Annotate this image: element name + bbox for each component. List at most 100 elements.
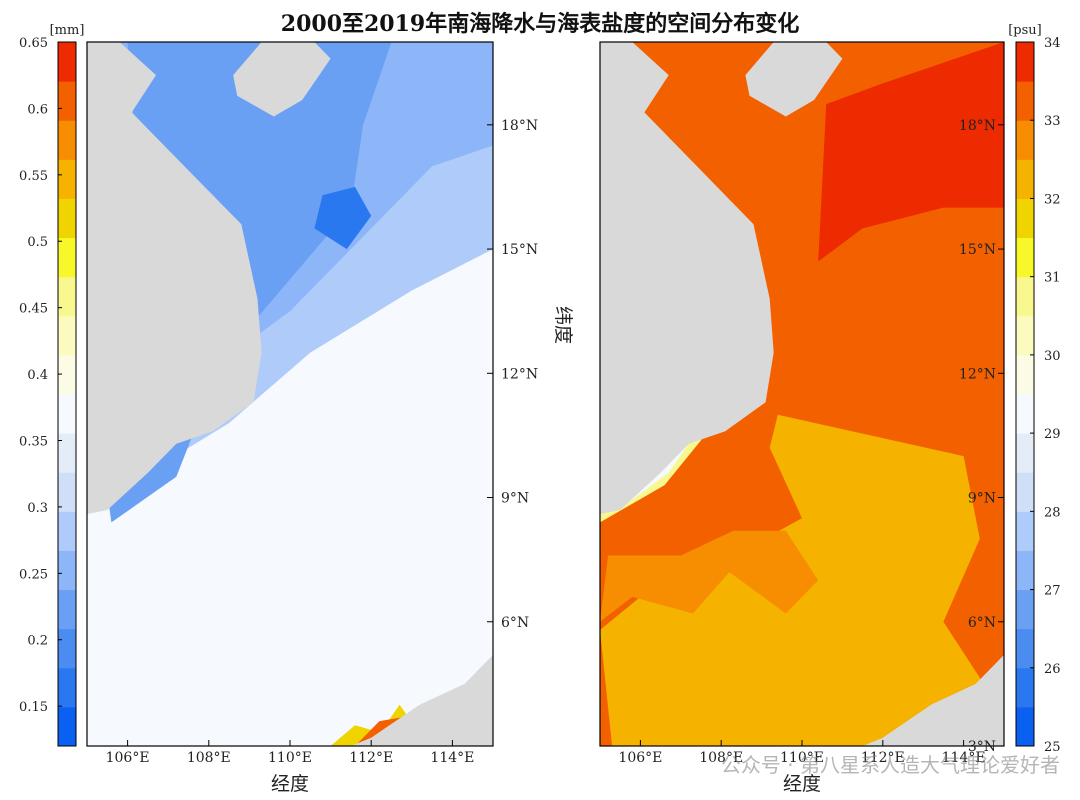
colorbar-segment — [58, 511, 76, 551]
colorbar-segment — [58, 589, 76, 630]
colorbar-segment — [58, 315, 76, 356]
land-borneo — [862, 654, 1004, 746]
colorbar-tick-label: 33 — [1044, 114, 1061, 129]
colorbar-segment — [58, 237, 76, 278]
colorbar-segment — [1016, 706, 1034, 747]
colorbar-segment — [1016, 120, 1034, 160]
colorbar-segment — [1016, 315, 1034, 356]
y-tick-label: 12°N — [501, 366, 538, 382]
watermark-text: 公众号 · 第八星系人造大气理论爱好者 — [720, 753, 1060, 777]
y-tick-label: 18°N — [501, 118, 538, 134]
salinity-map — [600, 42, 1004, 746]
x-tick-label: 110°E — [268, 750, 312, 766]
y-tick-label: 18°N — [959, 118, 996, 134]
precipitation-map — [87, 42, 493, 746]
x-tick-label: 112°E — [861, 750, 905, 766]
salinity-colorbar: 34 33 32 31 30 29 28 27 26 25 [psu] — [1008, 23, 1060, 755]
colorbar-segment — [1016, 276, 1034, 317]
colorbar-segment — [58, 354, 76, 395]
colorbar-tick-label: 26 — [1044, 662, 1061, 677]
precip-colorbar: 0.65 0.6 0.55 0.5 0.45 0.4 0.35 0.3 0.25 0.2 0.15 [… — [19, 23, 84, 747]
land-hainan — [233, 42, 331, 117]
colorbar-segment — [58, 276, 76, 317]
colorbar-segment — [1016, 589, 1034, 630]
colorbar-segment — [58, 42, 76, 82]
colorbar-frame — [57, 41, 77, 747]
colorbar-segment — [58, 706, 76, 747]
x-tick-label: 110°E — [780, 750, 824, 766]
land-hainan — [745, 42, 843, 117]
colorbar-segment — [58, 394, 76, 434]
colorbar-segment — [58, 550, 76, 591]
colorbar-segment — [1016, 667, 1034, 708]
land-vietnam — [600, 42, 774, 515]
x-tick-label: 114°E — [430, 750, 474, 766]
colorbar-segment — [58, 81, 76, 121]
precip-blob — [314, 186, 372, 250]
y-tick-label: 9°N — [501, 491, 529, 507]
colorbar-segment — [58, 120, 76, 160]
x-tick-label: 114°E — [942, 750, 986, 766]
colorbar-tick-label: 0.6 — [27, 102, 48, 117]
colorbar-segment — [1016, 237, 1034, 278]
colorbar-segment — [1016, 550, 1034, 591]
colorbar-segment — [1016, 81, 1034, 121]
x-tick-label: 106°E — [618, 750, 662, 766]
colorbar-segment — [58, 159, 76, 199]
colorbar-segment — [1016, 42, 1034, 82]
colorbar-tick-label: 0.55 — [19, 169, 48, 184]
colorbar-tick-label: 0.15 — [19, 700, 48, 715]
colorbar-unit-label: [psu] — [1008, 23, 1042, 38]
y-axis-label: 纬度 — [552, 306, 574, 344]
y-tick-label: 12°N — [959, 366, 996, 382]
y-tick-label: 15°N — [501, 242, 538, 258]
y-tick-label: 9°N — [968, 491, 996, 507]
colorbar-tick-label: 0.5 — [27, 235, 48, 250]
colorbar-frame — [1015, 41, 1035, 747]
x-tick-label: 112°E — [349, 750, 393, 766]
colorbar-tick-label: 30 — [1044, 349, 1061, 364]
colorbar-tick-label: 0.35 — [19, 434, 48, 449]
x-axis-label: 经度 — [271, 773, 309, 795]
colorbar-segment — [1016, 159, 1034, 199]
colorbar-segment — [1016, 511, 1034, 551]
y-tick-label: 15°N — [959, 242, 996, 258]
colorbar-tick-label: 0.3 — [27, 501, 48, 516]
colorbar-segment — [1016, 198, 1034, 239]
x-axis-label: 经度 — [783, 773, 821, 795]
colorbar-tick-label: 28 — [1044, 505, 1061, 520]
colorbar-tick-label: 27 — [1044, 584, 1061, 599]
y-tick-label: 6°N — [968, 615, 996, 631]
land-vietnam — [87, 42, 262, 515]
colorbar-segment — [58, 628, 76, 669]
colorbar-segment — [1016, 472, 1034, 512]
y-tick-label: 3°N — [968, 739, 996, 755]
x-tick-label: 108°E — [187, 750, 231, 766]
salinity-blob — [600, 530, 819, 622]
y-tick-label: 6°N — [501, 615, 529, 631]
colorbar-tick-label: 0.25 — [19, 567, 48, 582]
land-borneo — [350, 654, 493, 746]
colorbar-tick-label: 32 — [1044, 192, 1061, 207]
colorbar-tick-label: 25 — [1044, 740, 1061, 755]
colorbar-tick-label: 34 — [1044, 36, 1061, 51]
map-axes: 106°E 108°E 110°E 112°E 114°E 18°N 15°N 12°N 9°N… — [86, 41, 1005, 795]
colorbar-tick-label: 0.65 — [19, 36, 48, 51]
x-tick-label: 108°E — [699, 750, 743, 766]
colorbar-segment — [58, 433, 76, 473]
colorbar-segment — [1016, 433, 1034, 473]
colorbar-tick-label: 31 — [1044, 271, 1061, 286]
chart-title: 2000至2019年南海降水与海表盐度的空间分布变化 — [280, 11, 800, 37]
colorbar-tick-label: 0.4 — [27, 368, 48, 383]
colorbar-segment — [58, 472, 76, 512]
colorbar-segment — [1016, 394, 1034, 434]
colorbar-tick-label: 29 — [1044, 427, 1061, 442]
colorbar-tick-label: 0.2 — [27, 634, 48, 649]
x-tick-label: 106°E — [106, 750, 150, 766]
colorbar-unit-label: [mm] — [50, 23, 85, 38]
colorbar-segment — [1016, 628, 1034, 669]
colorbar-segment — [58, 667, 76, 708]
colorbar-segment — [58, 198, 76, 239]
salinity-high — [818, 42, 1004, 262]
